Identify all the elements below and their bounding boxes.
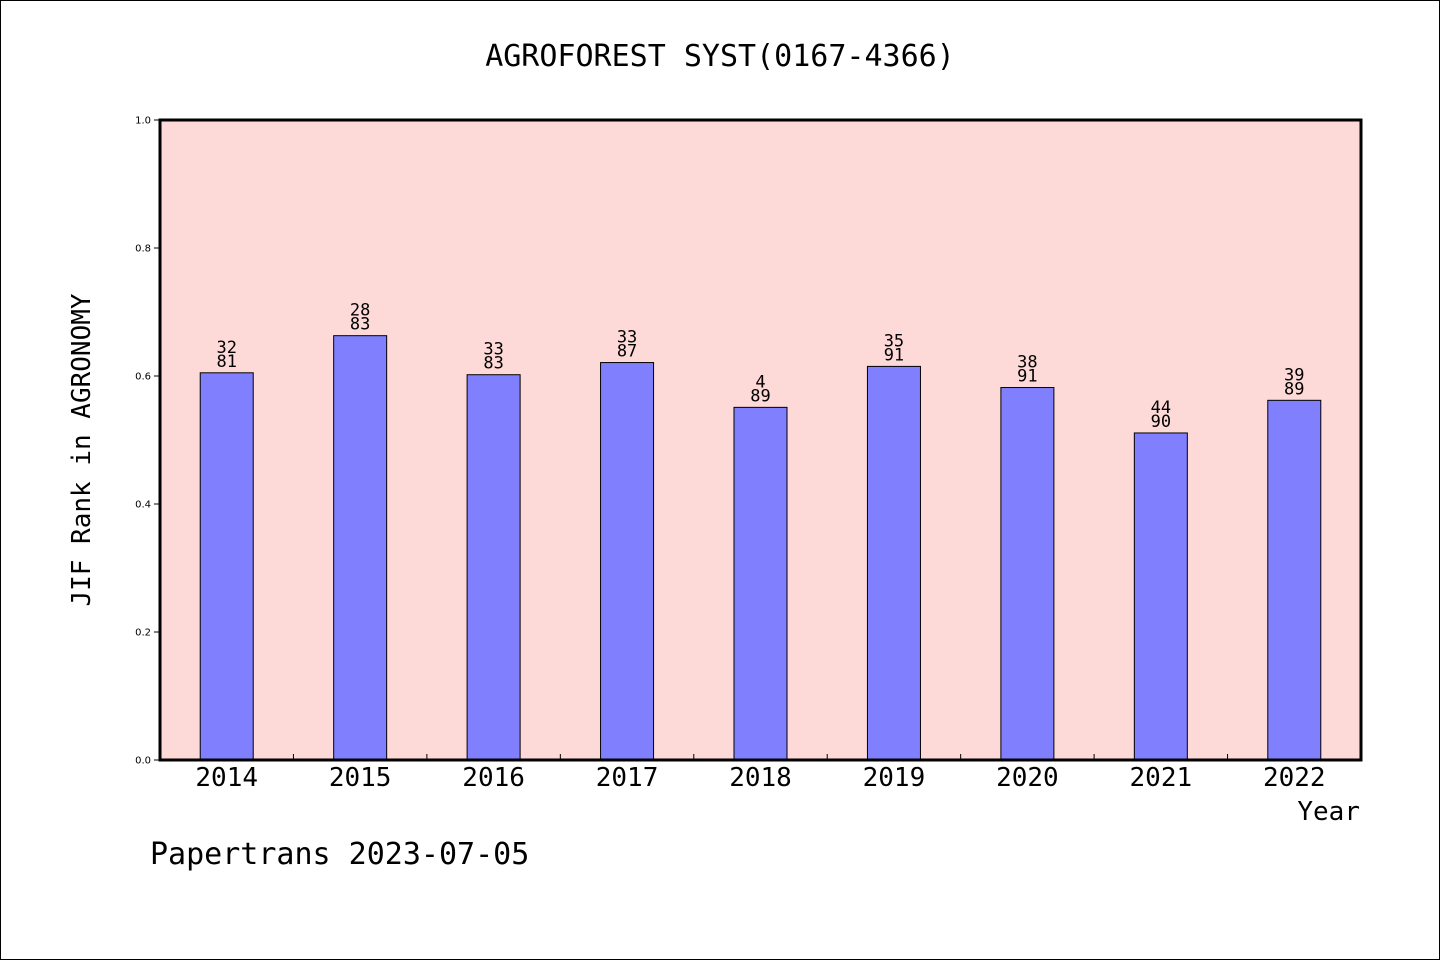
bar-2019	[866, 365, 921, 761]
bar-label-rank: 28	[350, 301, 370, 321]
x-tick-label: 2016	[462, 763, 525, 793]
x-tick-label: 2021	[1130, 763, 1193, 793]
bar-2022	[1267, 399, 1322, 761]
bar-label-rank: 33	[617, 328, 637, 348]
x-tick-label: 2019	[863, 763, 926, 793]
y-tick-label: 0.4	[135, 500, 151, 511]
bar-label-total: 87	[617, 342, 637, 362]
bar-2017	[600, 362, 655, 761]
x-axis-label: Year	[1297, 797, 1360, 827]
bar-label-total: 91	[1017, 367, 1037, 387]
x-tick-label: 2018	[729, 763, 792, 793]
bar-2016	[466, 374, 521, 761]
y-axis: 0.0 0.2 0.4 0.6 0.8 1.0	[135, 116, 160, 767]
bar-label-total: 83	[483, 354, 503, 374]
plot-border	[158, 118, 1363, 762]
bar-label-total: 83	[350, 315, 370, 335]
chart-title: AGROFOREST SYST(0167-4366)	[485, 39, 955, 74]
bar-2015	[333, 335, 388, 761]
y-axis-label: JIF Rank in AGRONOMY	[67, 293, 97, 606]
x-tick-label: 2015	[329, 763, 392, 793]
x-tick-label: 2020	[996, 763, 1059, 793]
bar-label-rank: 35	[884, 331, 904, 351]
bar-label-total: 81	[216, 352, 236, 372]
bar-label-rank: 4	[755, 372, 765, 392]
bar-label-total: 91	[884, 345, 904, 365]
bar-label-total: 89	[1284, 379, 1304, 399]
bar-label-total: 89	[750, 386, 770, 406]
bar-label-rank: 39	[1284, 365, 1304, 385]
x-tick-label: 2014	[195, 763, 258, 793]
y-tick-label: 0.6	[135, 372, 151, 383]
footer-note: Papertrans 2023-07-05	[150, 837, 529, 872]
bar-2020	[1000, 387, 1055, 761]
y-tick-label: 0.0	[135, 756, 151, 767]
y-tick-label: 0.2	[135, 628, 151, 639]
bar-label-rank: 44	[1151, 398, 1171, 418]
bar-label-rank: 38	[1017, 353, 1037, 373]
bar-2021	[1133, 432, 1188, 761]
bar-label-total: 90	[1151, 412, 1171, 432]
bar-2018	[733, 406, 788, 761]
bar-label-rank: 32	[216, 338, 236, 358]
bar-2014	[199, 372, 254, 761]
y-tick-label: 1.0	[135, 116, 151, 127]
x-axis: 2014 2015 2016 2017 2018 2019 2020 2021 2022	[195, 754, 1326, 793]
x-tick-label: 2017	[596, 763, 659, 793]
bar-label-rank: 33	[483, 340, 503, 360]
y-tick-label: 0.8	[135, 244, 151, 255]
x-tick-label: 2022	[1263, 763, 1326, 793]
